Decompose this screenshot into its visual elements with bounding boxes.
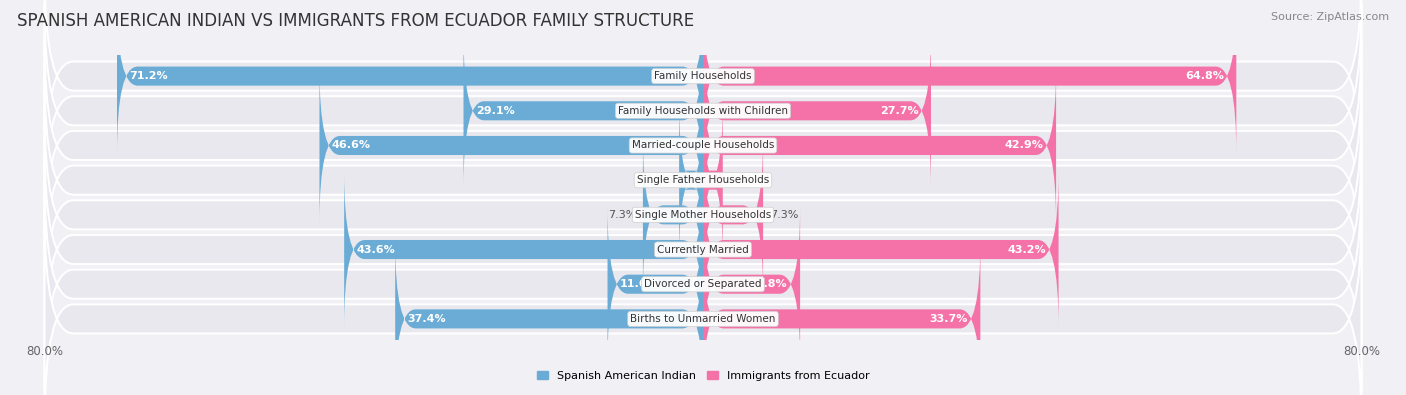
Text: 2.4%: 2.4%	[730, 175, 758, 185]
FancyBboxPatch shape	[45, 4, 1361, 218]
Text: 27.7%: 27.7%	[880, 106, 918, 116]
Text: Single Father Households: Single Father Households	[637, 175, 769, 185]
Text: 7.3%: 7.3%	[769, 210, 799, 220]
FancyBboxPatch shape	[344, 172, 703, 327]
FancyBboxPatch shape	[607, 207, 703, 361]
FancyBboxPatch shape	[703, 172, 1059, 327]
FancyBboxPatch shape	[703, 0, 1236, 153]
Text: 42.9%: 42.9%	[1005, 141, 1043, 150]
FancyBboxPatch shape	[702, 103, 724, 257]
Text: 37.4%: 37.4%	[408, 314, 446, 324]
Text: Divorced or Separated: Divorced or Separated	[644, 279, 762, 289]
Legend: Spanish American Indian, Immigrants from Ecuador: Spanish American Indian, Immigrants from…	[533, 366, 873, 386]
FancyBboxPatch shape	[703, 138, 763, 292]
Text: Currently Married: Currently Married	[657, 245, 749, 254]
Text: Single Mother Households: Single Mother Households	[636, 210, 770, 220]
FancyBboxPatch shape	[703, 207, 800, 361]
Text: 71.2%: 71.2%	[129, 71, 167, 81]
FancyBboxPatch shape	[45, 73, 1361, 287]
Text: 43.2%: 43.2%	[1008, 245, 1046, 254]
Text: Family Households with Children: Family Households with Children	[619, 106, 787, 116]
FancyBboxPatch shape	[45, 177, 1361, 391]
FancyBboxPatch shape	[117, 0, 703, 153]
Text: 64.8%: 64.8%	[1185, 71, 1225, 81]
Text: 11.8%: 11.8%	[749, 279, 787, 289]
FancyBboxPatch shape	[45, 108, 1361, 322]
FancyBboxPatch shape	[319, 68, 703, 223]
FancyBboxPatch shape	[395, 242, 703, 395]
Text: 29.1%: 29.1%	[475, 106, 515, 116]
Text: Married-couple Households: Married-couple Households	[631, 141, 775, 150]
Text: 46.6%: 46.6%	[332, 141, 371, 150]
Text: 2.9%: 2.9%	[644, 175, 672, 185]
Text: Source: ZipAtlas.com: Source: ZipAtlas.com	[1271, 12, 1389, 22]
FancyBboxPatch shape	[679, 103, 703, 257]
Text: 7.3%: 7.3%	[607, 210, 637, 220]
FancyBboxPatch shape	[464, 34, 703, 188]
FancyBboxPatch shape	[703, 242, 980, 395]
FancyBboxPatch shape	[45, 0, 1361, 183]
Text: Births to Unmarried Women: Births to Unmarried Women	[630, 314, 776, 324]
Text: SPANISH AMERICAN INDIAN VS IMMIGRANTS FROM ECUADOR FAMILY STRUCTURE: SPANISH AMERICAN INDIAN VS IMMIGRANTS FR…	[17, 12, 695, 30]
Text: Family Households: Family Households	[654, 71, 752, 81]
FancyBboxPatch shape	[703, 68, 1056, 223]
Text: 11.6%: 11.6%	[620, 279, 658, 289]
Text: 33.7%: 33.7%	[929, 314, 967, 324]
FancyBboxPatch shape	[45, 39, 1361, 252]
FancyBboxPatch shape	[703, 34, 931, 188]
Text: 43.6%: 43.6%	[357, 245, 395, 254]
FancyBboxPatch shape	[643, 138, 703, 292]
FancyBboxPatch shape	[45, 143, 1361, 356]
FancyBboxPatch shape	[45, 212, 1361, 395]
